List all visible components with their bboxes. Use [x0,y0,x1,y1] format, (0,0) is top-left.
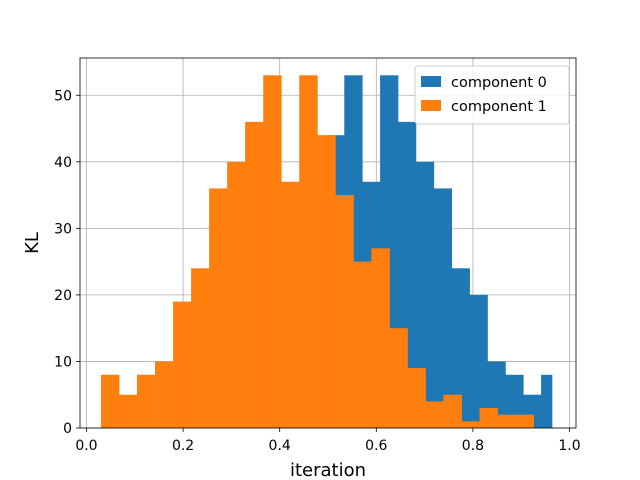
plot-frame [79,57,577,429]
histogram-bar [155,361,174,428]
histogram-bar [118,394,138,428]
y-axis-label: KL [22,232,43,254]
y-tick-label: 0 [63,421,72,437]
histogram-bar [227,161,246,429]
histogram-bar [245,121,264,429]
histogram-bar [443,394,462,428]
x-tick-label: 0.2 [172,438,194,454]
histogram-bar [433,188,453,428]
histogram-bar [281,181,300,428]
x-tick-label: 0.8 [462,438,484,454]
y-tick-label: 10 [54,354,72,370]
histogram-bar [479,408,498,428]
histogram-bar [209,188,228,428]
histogram-bar [137,374,156,428]
y-tick-label: 20 [54,288,72,304]
y-tick-label: 40 [54,155,72,171]
histogram-bar [451,268,470,428]
histogram-bar [541,374,553,428]
histogram-bar [173,301,192,428]
histogram-bar [497,414,516,428]
x-tick-label: 0.0 [75,438,97,454]
histogram-bar [407,368,426,428]
histogram-bar [353,261,372,428]
histogram-bar [469,294,488,428]
legend-swatch [421,76,441,87]
y-tick-label: 30 [54,221,72,237]
legend-label: component 0 [451,75,547,91]
histogram-bar [100,374,120,428]
histogram-bar [335,195,354,428]
legend-swatch [421,100,441,111]
legend: component 0 component 1 [414,65,570,125]
x-tick-label: 0.4 [269,438,291,454]
histogram-bar [415,161,435,429]
histogram-bar [299,75,318,428]
histogram-bar [371,248,390,428]
histogram-bar [461,421,480,428]
histogram-bar [425,401,444,428]
histogram-bar [191,268,210,428]
histogram-bar [389,328,408,428]
series-1-bars [100,75,534,429]
histogram-bar [317,135,336,428]
ticks-layer: 0.0 0.2 0.4 0.6 0.8 1.0 0 10 20 30 40 50 [54,88,580,454]
x-tick-label: 1.0 [558,438,580,454]
y-tick-label: 50 [54,88,72,104]
legend-label: component 1 [451,99,547,115]
x-axis-label: iteration [290,460,366,480]
bars-layer [100,75,553,429]
legend-box [414,65,570,125]
x-tick-label: 0.6 [365,438,387,454]
histogram-bar [263,75,282,428]
histogram-bar [515,414,534,428]
